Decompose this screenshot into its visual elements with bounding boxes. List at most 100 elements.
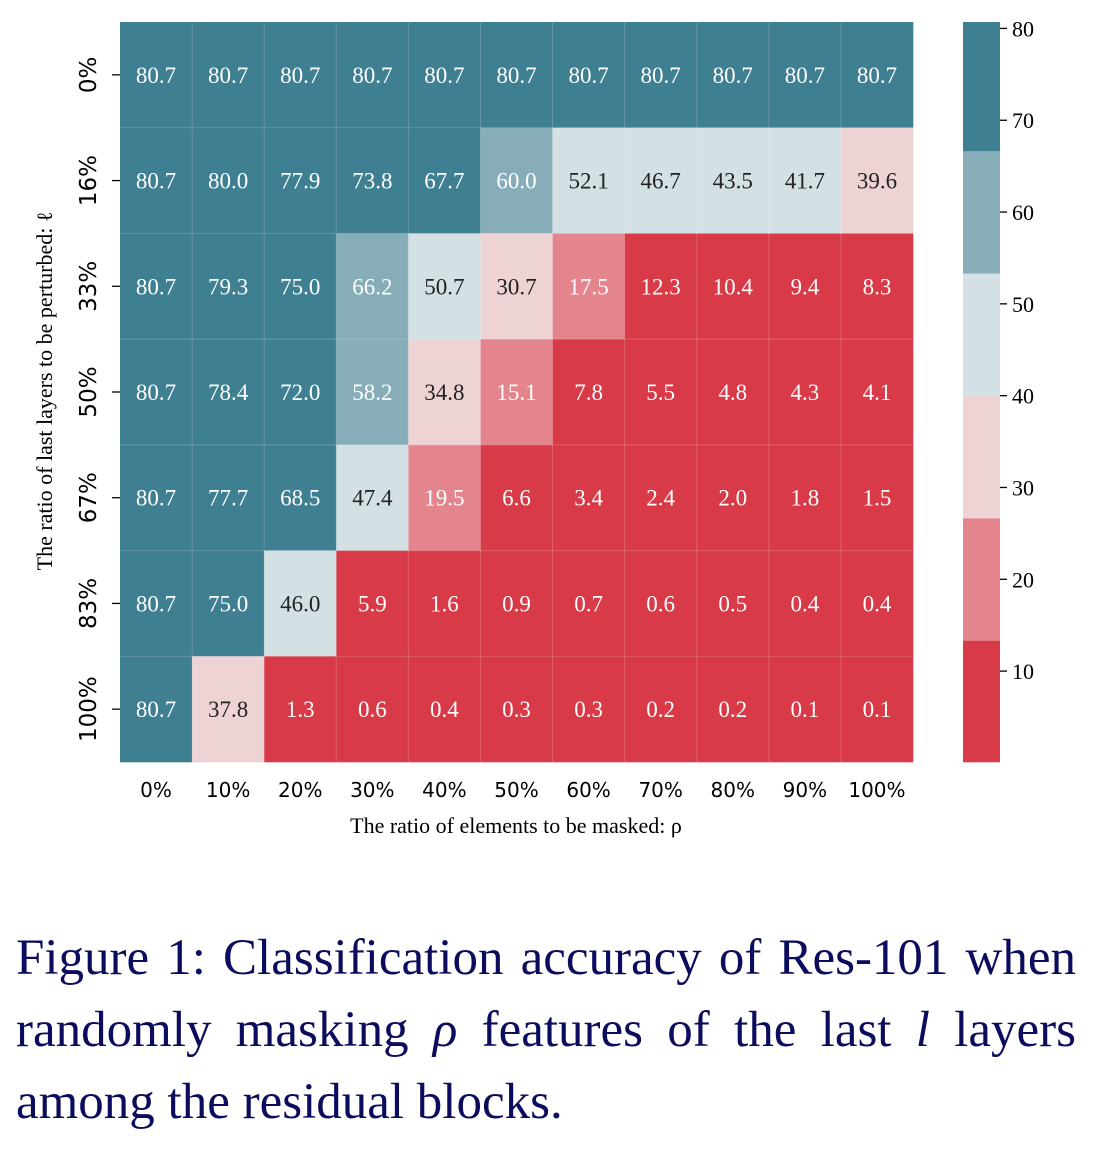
heatmap-cell bbox=[408, 22, 481, 129]
cell-value-label: 0.5 bbox=[718, 591, 747, 616]
heatmap-cell bbox=[768, 550, 842, 657]
heatmap-cell bbox=[120, 22, 193, 129]
cell-value-label: 10.4 bbox=[713, 274, 754, 299]
cell-value-label: 0.7 bbox=[574, 591, 603, 616]
y-tick-label: 67% bbox=[76, 472, 102, 523]
cell-value-label: 0.9 bbox=[502, 591, 531, 616]
heatmap-cell bbox=[120, 127, 193, 234]
cell-value-label: 19.5 bbox=[424, 486, 464, 511]
heatmap-cell bbox=[336, 233, 409, 340]
cell-value-label: 2.0 bbox=[718, 486, 747, 511]
cell-value-label: 2.4 bbox=[646, 486, 675, 511]
cell-value-label: 52.1 bbox=[568, 169, 608, 194]
caption-l-symbol: l bbox=[915, 1002, 930, 1058]
cell-value-label: 50.7 bbox=[424, 274, 464, 299]
cell-value-label: 37.8 bbox=[208, 697, 248, 722]
x-tick-label: 50% bbox=[494, 778, 538, 802]
heatmap-cell bbox=[192, 550, 265, 657]
cell-value-label: 68.5 bbox=[280, 486, 320, 511]
cell-value-label: 4.3 bbox=[790, 380, 819, 405]
cell-value-label: 3.4 bbox=[574, 486, 603, 511]
heatmap-cell bbox=[480, 339, 553, 446]
heatmap-cell bbox=[552, 550, 625, 657]
cell-value-label: 5.9 bbox=[358, 591, 387, 616]
colorbar-tick-label: 40 bbox=[1012, 384, 1034, 409]
heatmap-cell bbox=[624, 550, 698, 657]
cell-value-label: 80.7 bbox=[136, 486, 176, 511]
heatmap-cell bbox=[624, 656, 698, 763]
cell-value-label: 80.7 bbox=[136, 63, 176, 88]
heatmap-cell bbox=[840, 656, 914, 763]
cell-value-label: 0.4 bbox=[790, 591, 819, 616]
heatmap-cell bbox=[336, 444, 409, 551]
heatmap-cell bbox=[408, 444, 481, 551]
heatmap-cell bbox=[480, 233, 553, 340]
heatmap-cell bbox=[624, 127, 698, 234]
cell-value-label: 80.7 bbox=[280, 63, 320, 88]
colorbar-segment bbox=[963, 273, 1000, 396]
heatmap-cell bbox=[696, 656, 770, 763]
heatmap-cell bbox=[336, 656, 409, 763]
y-tick-labels: 0% 16% 33% 50% 67% 83% 100% bbox=[76, 57, 120, 742]
y-tick-label: 33% bbox=[76, 261, 102, 312]
cell-value-label: 80.7 bbox=[857, 63, 897, 88]
heatmap-cell bbox=[624, 444, 698, 551]
x-axis-label: The ratio of elements to be masked: ρ bbox=[350, 813, 682, 838]
colorbar-tick-label: 30 bbox=[1012, 475, 1034, 500]
heatmap-cell bbox=[480, 550, 553, 657]
cell-value-label: 0.4 bbox=[430, 697, 459, 722]
heatmap-cell bbox=[264, 127, 337, 234]
cell-value-label: 1.3 bbox=[286, 697, 315, 722]
cell-value-label: 47.4 bbox=[352, 486, 393, 511]
heatmap-cell bbox=[840, 550, 914, 657]
cell-value-label: 46.7 bbox=[641, 169, 681, 194]
cell-value-label: 80.7 bbox=[136, 169, 176, 194]
heatmap-cell bbox=[336, 127, 409, 234]
x-tick-labels: 0% 10% 20% 30% 40% 50% 60% 70% 80% 90% 100% bbox=[140, 778, 905, 802]
heatmap-cell bbox=[192, 339, 265, 446]
cell-value-label: 1.8 bbox=[790, 486, 819, 511]
heatmap-figure: 80.7 80.7 80.7 80.7 80.7 80.7 80.7 80.7 80.7 80.7… bbox=[32, 16, 1034, 838]
cell-value-label: 80.7 bbox=[136, 274, 176, 299]
heatmap-cell bbox=[192, 444, 265, 551]
heatmap-cell bbox=[840, 127, 914, 234]
heatmap-cell bbox=[624, 339, 698, 446]
cell-value-label: 80.7 bbox=[208, 63, 248, 88]
heatmap-cell bbox=[408, 656, 481, 763]
heatmap-cells: 80.7 80.7 80.7 80.7 80.7 80.7 80.7 80.7 80.7 80.7… bbox=[120, 22, 914, 763]
x-tick-label: 70% bbox=[638, 778, 682, 802]
x-tick-label: 10% bbox=[206, 778, 250, 802]
cell-value-label: 30.7 bbox=[496, 274, 536, 299]
colorbar-tick-label: 80 bbox=[1012, 16, 1034, 41]
cell-value-label: 4.8 bbox=[718, 380, 747, 405]
x-tick-label: 40% bbox=[422, 778, 466, 802]
heatmap-cell bbox=[264, 22, 337, 129]
heatmap-cell bbox=[768, 22, 842, 129]
heatmap-cell bbox=[696, 127, 770, 234]
heatmap-cell bbox=[768, 444, 842, 551]
y-tick-label: 16% bbox=[76, 155, 102, 206]
colorbar-segment bbox=[963, 22, 1000, 152]
cell-value-label: 80.7 bbox=[136, 380, 176, 405]
heatmap-cell bbox=[552, 127, 625, 234]
cell-value-label: 78.4 bbox=[208, 380, 249, 405]
colorbar-tick-label: 10 bbox=[1012, 659, 1034, 684]
heatmap-cell bbox=[336, 339, 409, 446]
heatmap-cell bbox=[696, 550, 770, 657]
caption-mid: features of the last bbox=[457, 1002, 916, 1058]
cell-value-label: 80.0 bbox=[208, 169, 248, 194]
cell-value-label: 6.6 bbox=[502, 486, 531, 511]
heatmap-cell bbox=[120, 233, 193, 340]
cell-value-label: 0.3 bbox=[574, 697, 603, 722]
cell-value-label: 9.4 bbox=[790, 274, 819, 299]
heatmap-cell bbox=[768, 233, 842, 340]
y-tick-label: 50% bbox=[76, 366, 102, 417]
cell-value-label: 72.0 bbox=[280, 380, 320, 405]
heatmap-cell bbox=[120, 444, 193, 551]
cell-value-label: 80.7 bbox=[641, 63, 681, 88]
cell-value-label: 80.7 bbox=[352, 63, 392, 88]
colorbar-tick-label: 20 bbox=[1012, 567, 1034, 592]
colorbar-segment bbox=[963, 150, 1000, 274]
cell-value-label: 80.7 bbox=[136, 697, 176, 722]
cell-value-label: 66.2 bbox=[352, 274, 392, 299]
